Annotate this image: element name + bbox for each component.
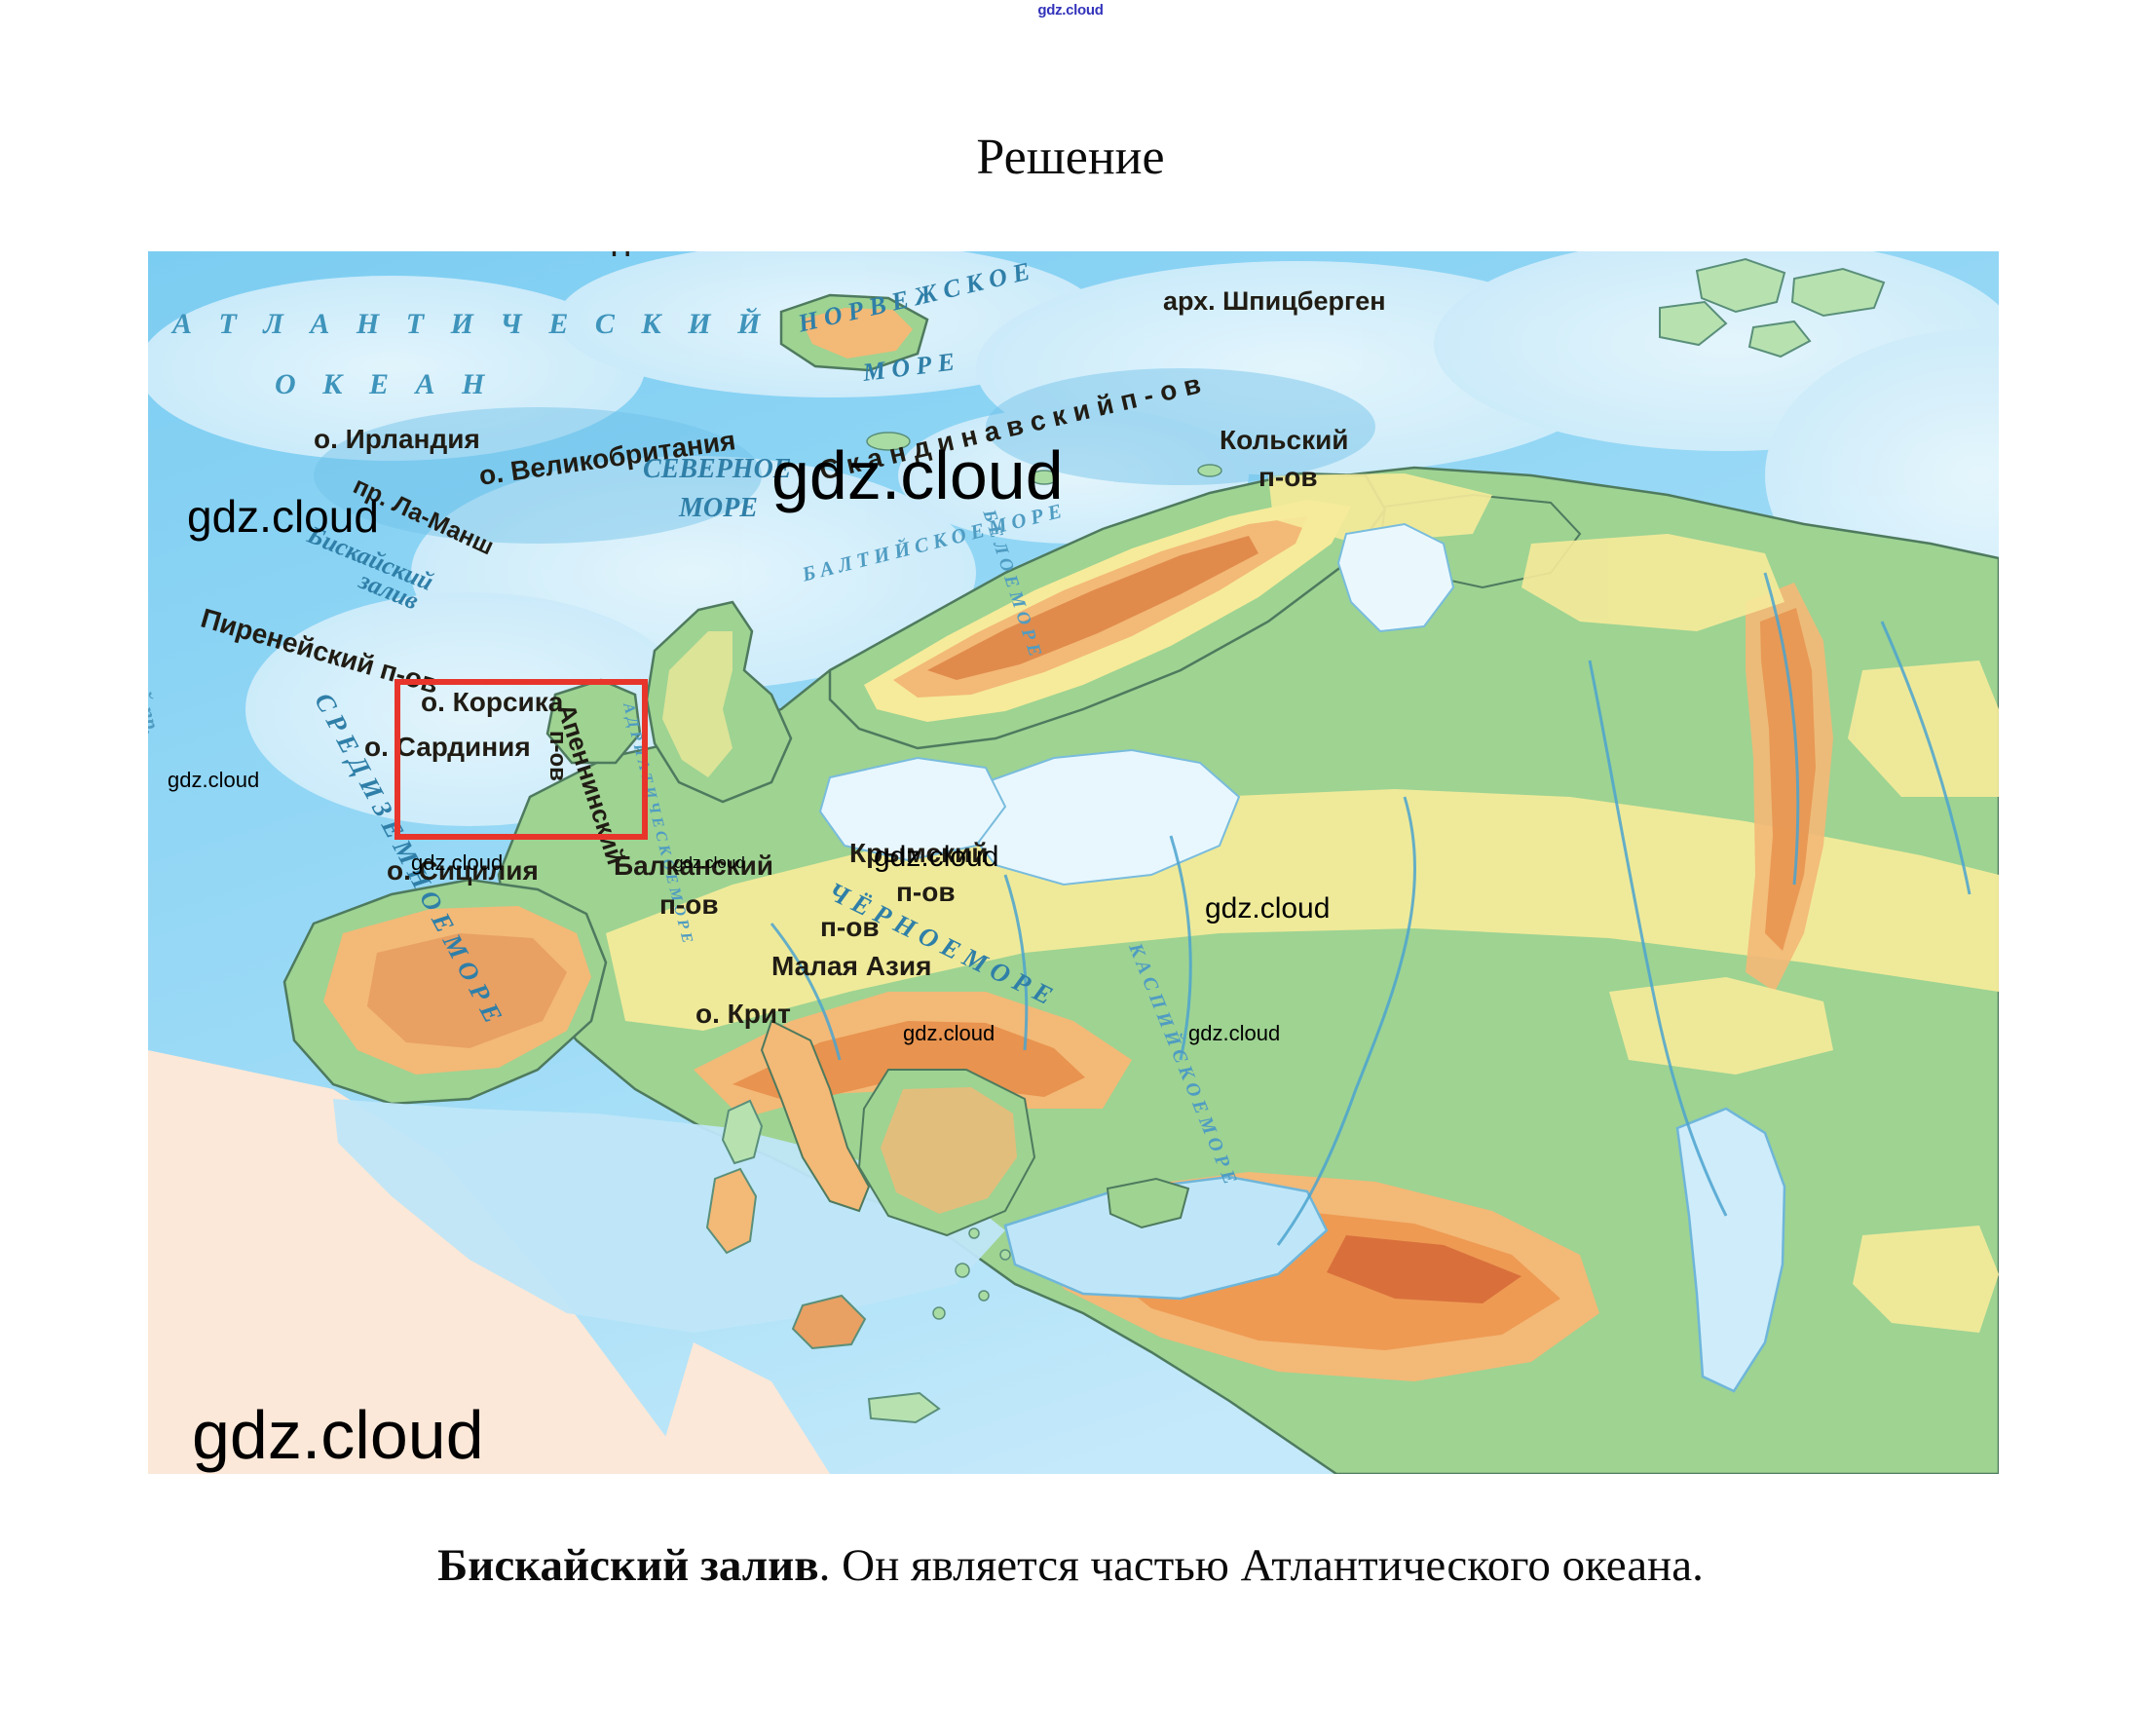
caption-bold-term: Бискайский залив	[437, 1540, 819, 1591]
watermark-9: gdz.cloud	[192, 1397, 484, 1473]
watermark-6: gdz.cloud	[1205, 892, 1331, 925]
top-watermark: gdz.cloud	[1037, 2, 1104, 19]
watermark-1: gdz.cloud	[187, 491, 379, 542]
watermark-8: gdz.cloud	[1188, 1021, 1281, 1045]
answer-caption: Бискайский залив. Он является частью Атл…	[0, 1539, 2141, 1592]
watermark-5: gdz.cloud	[874, 841, 999, 873]
map-terrain-canvas	[148, 251, 1999, 1474]
watermark-3: gdz.cloud	[411, 850, 504, 875]
physical-map-of-europe: А Т Л А Н Т И Ч Е С К И ЙО К Е А Но. Исл…	[148, 251, 1999, 1474]
page-title: Решение	[976, 130, 1165, 185]
watermark-7: gdz.cloud	[903, 1021, 995, 1045]
watermark-0: gdz.cloud	[771, 437, 1064, 513]
watermark-2: gdz.cloud	[168, 768, 260, 792]
biscay-bay-highlight-rectangle	[394, 679, 648, 840]
caption-rest: . Он является частью Атлантического океа…	[818, 1540, 1704, 1591]
watermark-4: gdz.cloud	[674, 853, 745, 872]
